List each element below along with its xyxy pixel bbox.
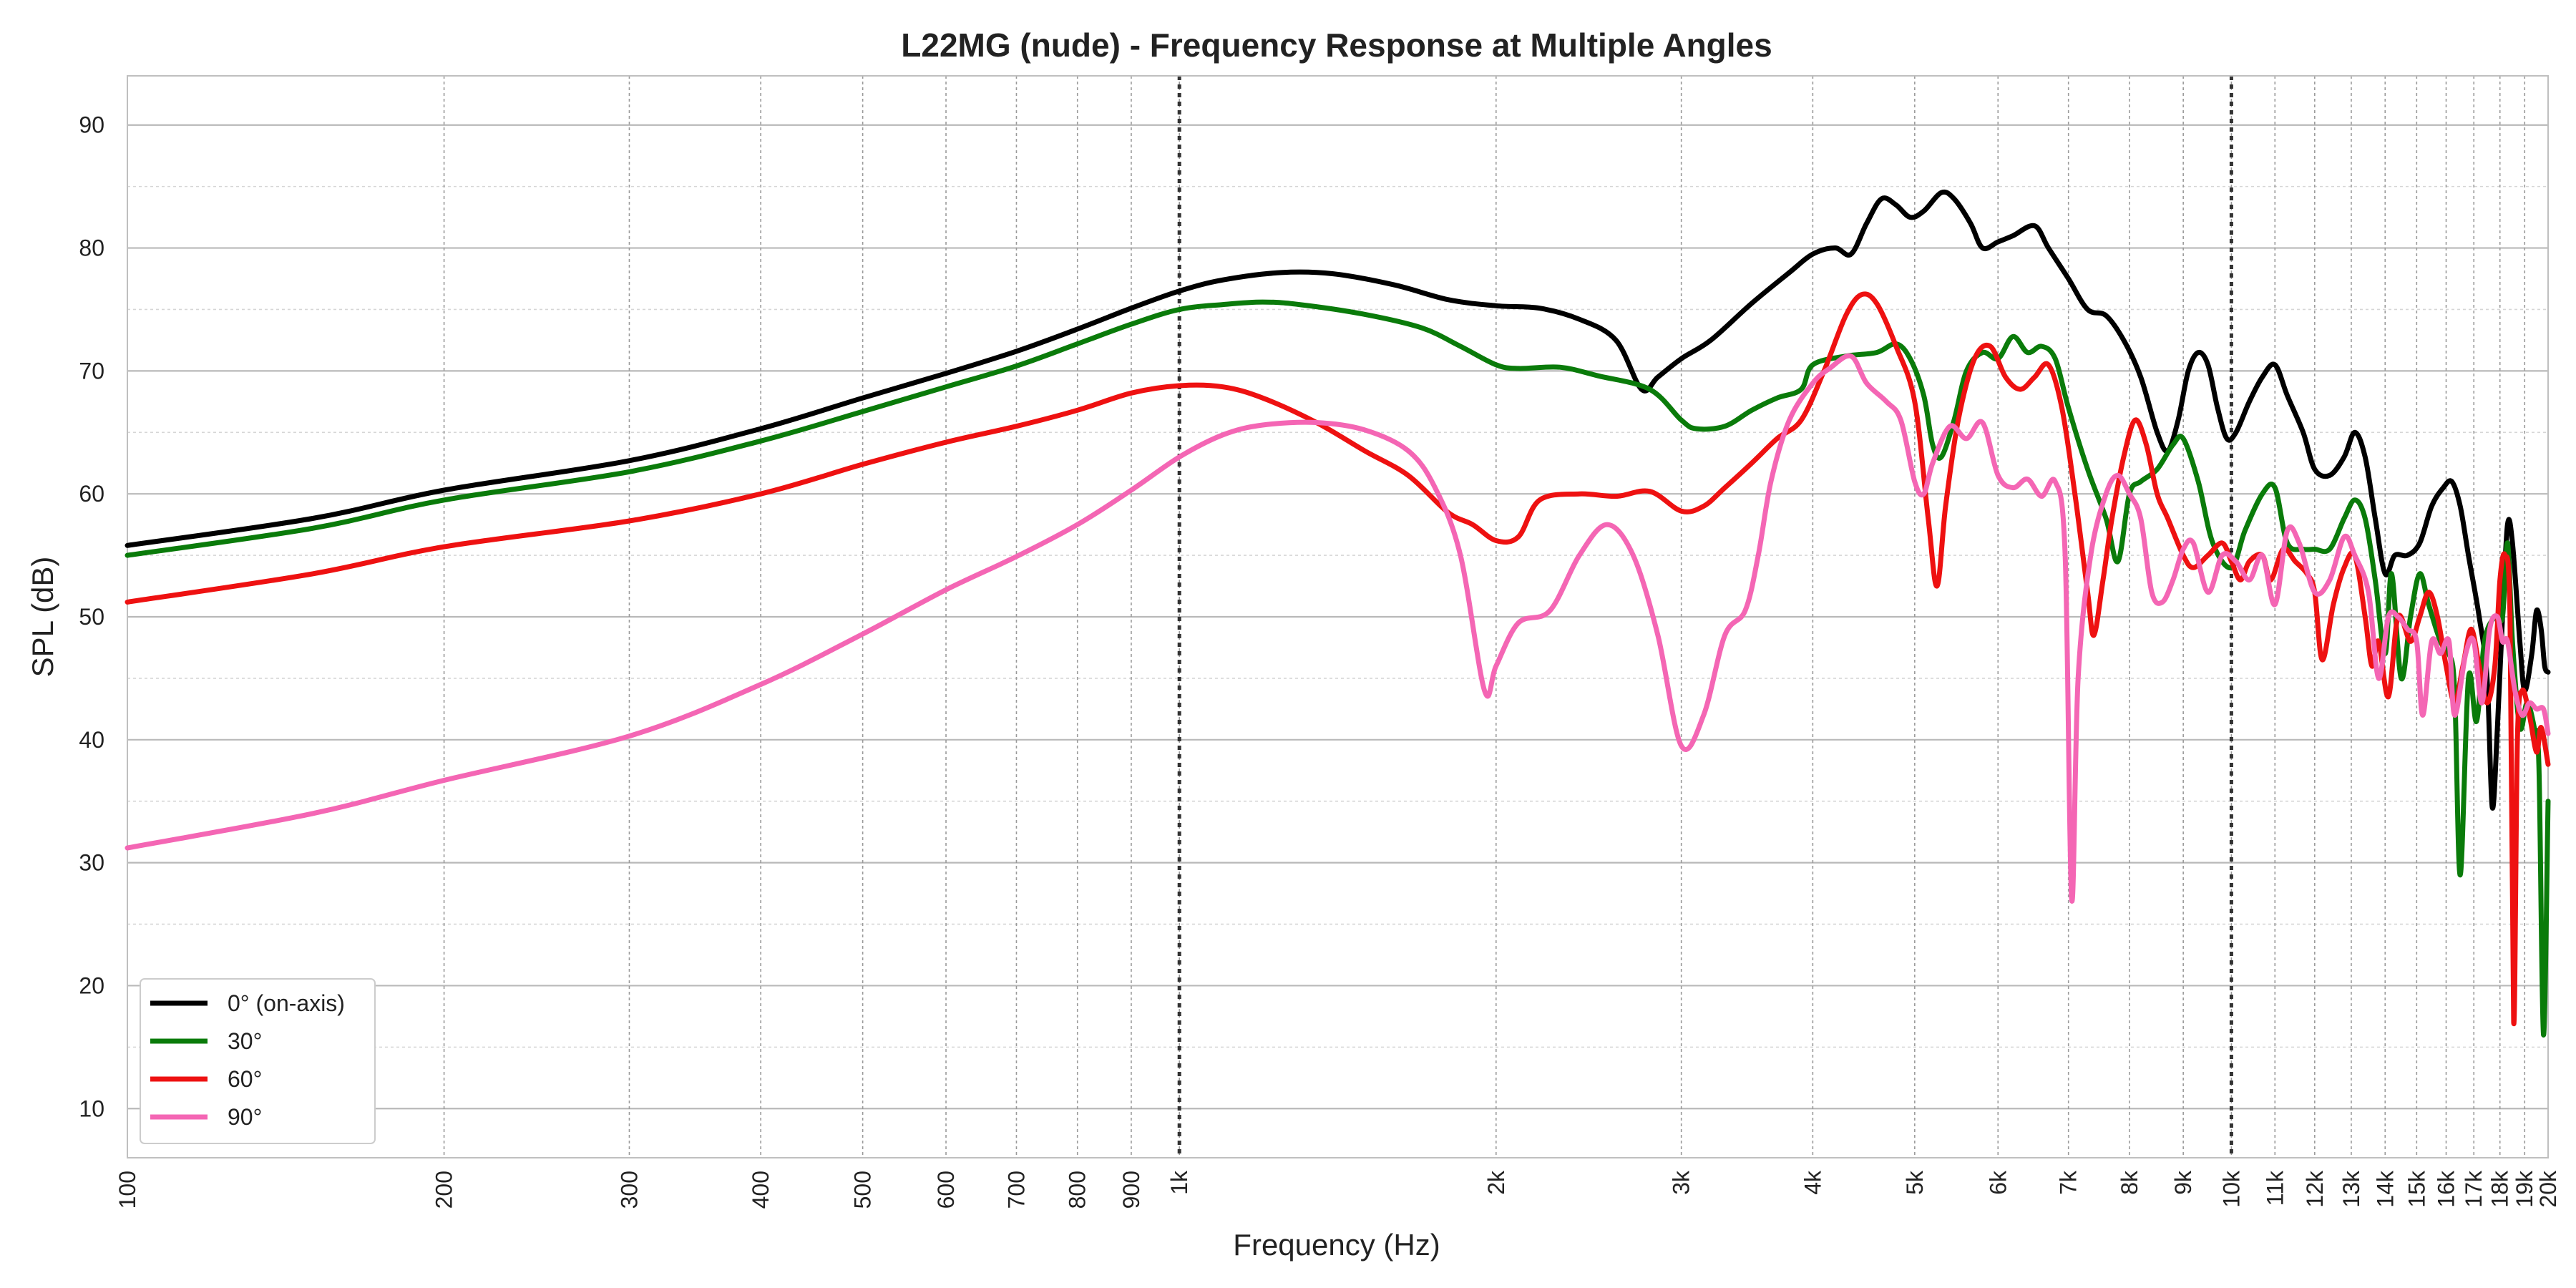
x-tick-label: 18k [2487, 1170, 2513, 1208]
x-tick-label: 8k [2117, 1170, 2142, 1195]
x-tick-label: 6k [1985, 1170, 2011, 1195]
series-line-3 [125, 353, 2551, 904]
x-tick-label: 4k [1800, 1170, 1825, 1195]
x-tick-label: 200 [431, 1171, 457, 1209]
x-tick-label: 19k [2512, 1170, 2537, 1208]
x-tick-label: 15k [2404, 1170, 2429, 1208]
legend-label: 90° [228, 1104, 262, 1130]
legend-label: 30° [228, 1028, 262, 1054]
x-tick-label: 20k [2535, 1170, 2561, 1208]
y-tick-label: 70 [79, 358, 104, 384]
legend-label: 60° [228, 1066, 262, 1092]
x-tick-label: 14k [2372, 1170, 2398, 1208]
y-tick-label: 40 [79, 727, 104, 753]
x-tick-label: 11k [2262, 1170, 2288, 1206]
y-axis-ticks: 10 20 30 40 50 60 70 80 90 [79, 112, 104, 1122]
legend: 0° (on-axis) 30° 60° 90° [140, 978, 376, 1144]
y-tick-label: 30 [79, 850, 104, 876]
legend-label: 0° (on-axis) [228, 990, 345, 1016]
series-lines [125, 189, 2551, 1038]
x-tick-label: 600 [933, 1171, 959, 1209]
y-tick-label: 60 [79, 481, 104, 507]
chart-title: L22MG (nude) - Frequency Response at Mul… [901, 26, 1772, 64]
legend-box [140, 978, 376, 1144]
y-tick-label: 50 [79, 604, 104, 630]
x-tick-label: 300 [616, 1171, 642, 1209]
y-tick-label: 10 [79, 1096, 104, 1121]
x-tick-label: 500 [850, 1171, 876, 1209]
x-tick-label: 5k [1902, 1170, 1928, 1195]
x-tick-label: 100 [114, 1171, 140, 1209]
x-tick-label: 2k [1483, 1170, 1509, 1195]
series-line-0 [125, 189, 2551, 811]
y-tick-label: 20 [79, 972, 104, 998]
x-axis-title: Frequency (Hz) [1233, 1228, 1440, 1262]
reference-lines [1177, 76, 2233, 1158]
x-tick-label: 17k [2461, 1170, 2487, 1208]
x-tick-label: 12k [2302, 1170, 2328, 1208]
x-tick-label: 16k [2434, 1170, 2459, 1208]
y-tick-label: 80 [79, 235, 104, 261]
series-line-1 [125, 299, 2551, 1038]
x-tick-label: 13k [2338, 1170, 2364, 1208]
x-tick-label: 10k [2218, 1170, 2244, 1208]
y-axis-title: SPL (dB) [26, 557, 59, 678]
x-tick-label: 1k [1166, 1170, 1192, 1195]
x-tick-label: 800 [1065, 1171, 1091, 1209]
x-axis-ticks: 100 200 300 400 500 600 700 800 900 1k 2k 3k 4k 5k 6k 7… [114, 1170, 2561, 1209]
x-tick-label: 400 [748, 1171, 774, 1209]
x-tick-label: 3k [1669, 1170, 1694, 1195]
plot-area-frame [127, 75, 2549, 1158]
x-tick-label: 900 [1118, 1171, 1144, 1209]
y-tick-label: 90 [79, 112, 104, 138]
x-tick-label: 9k [2170, 1170, 2196, 1195]
x-tick-label: 7k [2056, 1170, 2082, 1195]
x-tick-label: 700 [1003, 1171, 1029, 1209]
